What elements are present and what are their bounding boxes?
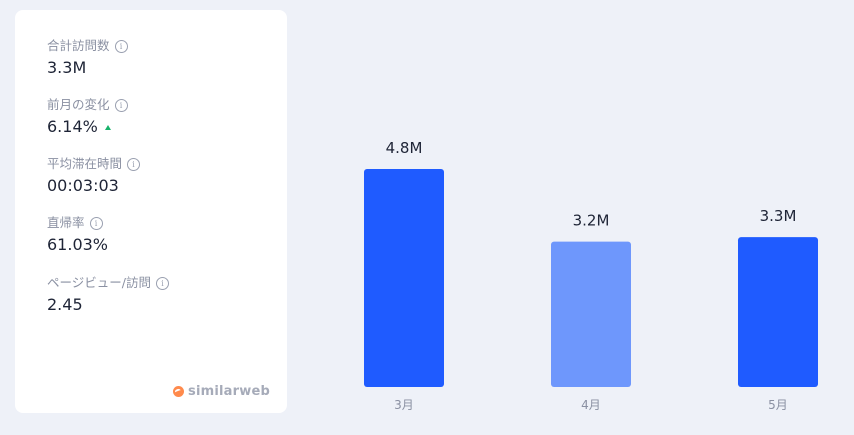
metric-label: 合計訪問数 [47,38,110,53]
metric-label: 前月の変化 [47,97,110,112]
similarweb-logo-icon [173,386,185,397]
info-icon[interactable]: i [114,98,128,112]
trend-up-icon [104,124,111,130]
metric-value: 61.03% [47,235,109,254]
x-tick-label: 3月 [394,398,414,412]
brand-name: similarweb [188,384,270,399]
metrics-card: 合計訪問数 i 3.3M 前月の変化 i 6.14% 平均滞在時間 i 00:0… [15,10,287,413]
metric-label: 平均滞在時間 [47,156,123,171]
bar-1[interactable] [364,169,444,387]
metric-label: ページビュー/訪問 [47,275,151,290]
metric-pages-per-visit: ページビュー/訪問 i 2.45 [47,274,169,316]
metric-avg-duration: 平均滞在時間 i 00:03:03 [47,155,141,197]
metric-total-visits: 合計訪問数 i 3.3M [47,37,128,79]
bar-value-label: 3.3M [760,207,797,225]
metric-value: 6.14% [47,117,98,136]
metric-value: 3.3M [47,58,87,77]
info-icon[interactable]: i [155,276,169,290]
bar-value-label: 4.8M [386,139,423,157]
info-icon[interactable]: i [127,157,141,171]
metric-label: 直帰率 [47,215,85,230]
metric-monthly-change: 前月の変化 i 6.14% [47,96,128,138]
similarweb-logo: similarweb [173,384,270,399]
bar-3[interactable] [738,237,818,387]
bar-2[interactable] [551,241,631,387]
bar-value-label: 3.2M [573,212,610,230]
metric-value: 00:03:03 [47,176,119,195]
x-tick-label: 5月 [768,398,788,412]
info-icon[interactable]: i [89,216,103,230]
info-icon[interactable]: i [114,39,128,53]
metric-value: 2.45 [47,295,83,314]
x-tick-label: 4月 [581,398,601,412]
metric-bounce-rate: 直帰率 i 61.03% [47,214,108,256]
